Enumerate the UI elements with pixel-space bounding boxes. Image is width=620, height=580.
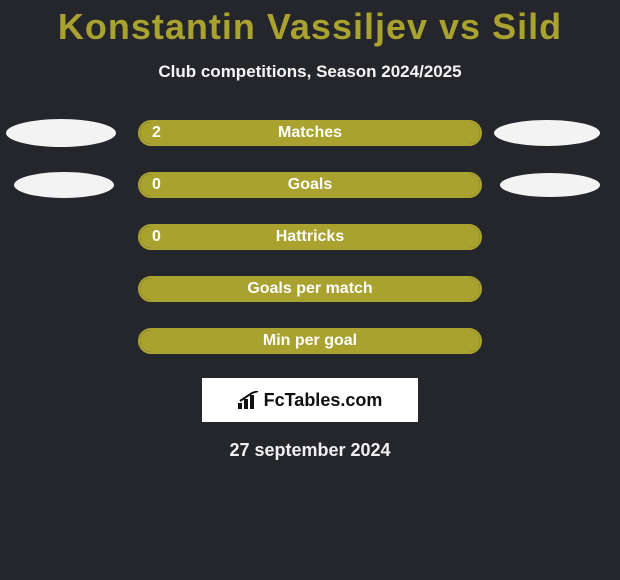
- ellipse-left: [6, 119, 116, 147]
- stat-row: 0Hattricks: [0, 224, 620, 250]
- brand-logo: FcTables.com: [238, 390, 383, 411]
- stat-row: Goals per match: [0, 276, 620, 302]
- ellipse-right: [494, 120, 600, 146]
- ellipse-left: [14, 172, 114, 198]
- subtitle: Club competitions, Season 2024/2025: [0, 62, 620, 82]
- bar-track: Min per goal: [138, 328, 482, 354]
- bar-label: Goals: [140, 176, 480, 194]
- stat-row: 2Matches: [0, 120, 620, 146]
- chart-icon: [238, 391, 260, 409]
- ellipse-right: [500, 173, 600, 197]
- bar-track: 0Goals: [138, 172, 482, 198]
- brand-text: FcTables.com: [264, 390, 383, 411]
- comparison-rows: 2Matches 0Goals 0Hattricks Goals per match M…: [0, 120, 620, 354]
- stat-row: Min per goal: [0, 328, 620, 354]
- bar-label: Matches: [140, 124, 480, 142]
- bar-label: Hattricks: [140, 228, 480, 246]
- bar-track: Goals per match: [138, 276, 482, 302]
- stat-row: 0Goals: [0, 172, 620, 198]
- date-line: 27 september 2024: [0, 440, 620, 461]
- bar-track: 2Matches: [138, 120, 482, 146]
- bar-label: Goals per match: [140, 280, 480, 298]
- page-title: Konstantin Vassiljev vs Sild: [0, 0, 620, 48]
- logo-box: FcTables.com: [202, 378, 418, 422]
- bar-label: Min per goal: [140, 332, 480, 350]
- bar-track: 0Hattricks: [138, 224, 482, 250]
